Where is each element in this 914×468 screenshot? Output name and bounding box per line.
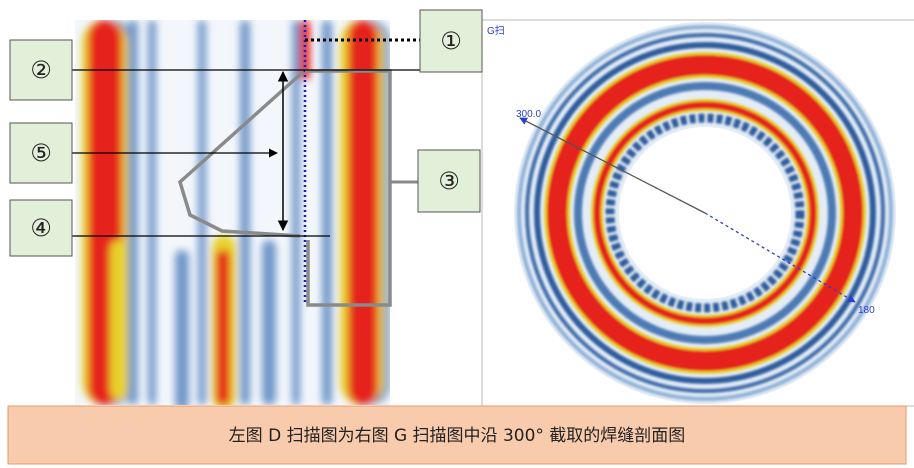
label-4: ④ (10, 200, 72, 256)
stripe (216, 250, 230, 405)
stripe (175, 250, 189, 410)
stripe (262, 240, 276, 405)
g-scan-title: G扫 (487, 24, 505, 37)
label-text: ③ (438, 167, 460, 195)
stripe (110, 240, 128, 400)
label-text: ⑤ (30, 139, 52, 167)
caption: 左图 D 扫描图为右图 G 扫描图中沿 300° 截取的焊缝剖面图 (229, 426, 686, 446)
d-scan-image (75, 20, 390, 410)
stripe (322, 20, 332, 405)
label-1: ① (420, 10, 482, 72)
label-5: ⑤ (10, 123, 72, 183)
label-text: ② (30, 56, 52, 84)
label-text: ④ (30, 214, 52, 242)
stripe (348, 20, 378, 405)
stripe (240, 20, 250, 405)
page: {"labels": {"l1": "①", "l2": "②", "l3": … (0, 0, 914, 468)
label-text: ① (440, 27, 462, 55)
figure: G扫 300.0 180 ① ② ⑤ ③ ④ 左图 D 扫描图为右图 G 扫描 (0, 0, 914, 468)
stripe (148, 20, 156, 405)
g-scan-image: 300.0 180 (514, 22, 896, 404)
stripe (198, 20, 206, 405)
angle-end-label: 180 (858, 305, 875, 316)
angle-start-label: 300.0 (516, 109, 541, 120)
label-2: ② (10, 40, 72, 100)
label-3: ③ (418, 150, 480, 212)
